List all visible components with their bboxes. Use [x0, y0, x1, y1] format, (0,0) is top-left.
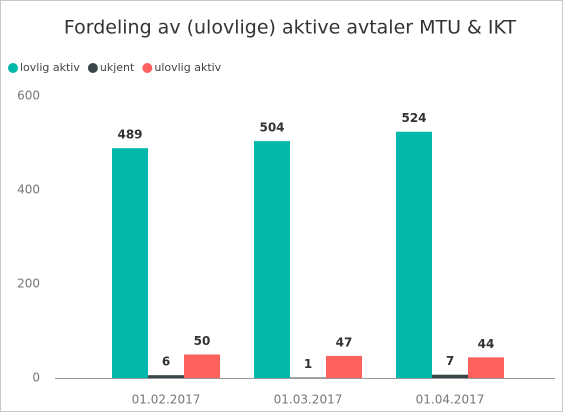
- y-tick-label: 200: [17, 277, 40, 291]
- legend-marker: [87, 63, 98, 73]
- bar: [148, 375, 184, 378]
- bar: [112, 148, 148, 378]
- y-tick-label: 600: [17, 89, 40, 103]
- bar: [468, 357, 504, 378]
- x-tick-label: 01.02.2017: [132, 393, 201, 407]
- legend-marker: [142, 63, 153, 73]
- data-label: 6: [162, 355, 170, 369]
- legend-label: ulovlig aktiv: [154, 61, 221, 74]
- legend-label: lovlig aktiv: [20, 61, 80, 74]
- bar: [432, 374, 468, 378]
- data-label: 524: [401, 111, 426, 125]
- data-label: 504: [259, 121, 284, 135]
- y-tick-label: 400: [17, 183, 40, 197]
- data-label: 47: [336, 335, 353, 349]
- data-label: 7: [446, 354, 454, 368]
- legend-marker: [8, 63, 18, 73]
- bar: [396, 131, 432, 378]
- data-label: 50: [194, 334, 211, 348]
- chart-title: Fordeling av (ulovlige) aktive avtaler M…: [64, 17, 517, 39]
- bar: [254, 141, 290, 378]
- data-label: 489: [117, 128, 142, 142]
- data-label: 44: [478, 337, 495, 351]
- y-tick-label: 0: [32, 371, 40, 385]
- data-label: 1: [304, 357, 312, 371]
- x-tick-label: 01.03.2017: [274, 393, 343, 407]
- x-tick-label: 01.04.2017: [416, 393, 485, 407]
- bar: [326, 355, 362, 378]
- bar: [184, 354, 220, 378]
- legend-label: ukjent: [100, 61, 135, 74]
